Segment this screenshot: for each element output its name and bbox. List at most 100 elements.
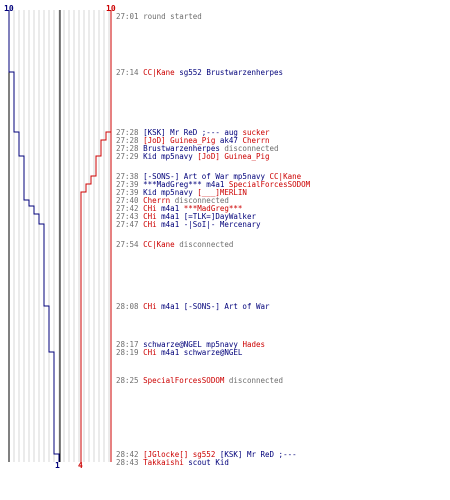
event-text: CHi — [143, 348, 157, 357]
event-time: 27:14 — [116, 68, 144, 77]
event-time: 27:01 — [116, 12, 144, 21]
event-time: 28:43 — [116, 458, 144, 467]
event-text: [JoD] Guinea_Pig — [143, 136, 216, 145]
event-text: schwarze@NGEL — [183, 348, 243, 357]
event-text: SpecialForcesSODOM — [228, 180, 311, 189]
event-row: 27:29 Kid mp5navy [JoD] Guinea_Pig — [116, 153, 270, 161]
event-time: 27:39 — [116, 188, 144, 197]
event-text: CC|Kane — [269, 172, 302, 181]
event-text: m4a1 — [156, 302, 184, 311]
event-row: 27:01 round started — [116, 13, 202, 21]
event-text: ak47 — [215, 136, 243, 145]
event-text: disconnected — [174, 240, 234, 249]
event-row: 27:54 CC|Kane disconnected — [116, 241, 233, 249]
event-row: 27:43 CHi m4a1 [=TLK=]DayWalker — [116, 213, 256, 221]
event-text: CHi — [143, 302, 157, 311]
event-text: m4a1 — [156, 204, 184, 213]
event-row: 27:28 Brustwarzenherpes disconnected — [116, 145, 279, 153]
event-row: 27:28 [JoD] Guinea_Pig ak47 Cherrn — [116, 137, 270, 145]
event-text: [KSK] Mr ReD ;--- — [143, 128, 220, 137]
event-text: Cherrn — [242, 136, 270, 145]
event-time: 27:29 — [116, 152, 144, 161]
event-time: 27:47 — [116, 220, 144, 229]
team-a-start-score: 10 — [106, 4, 116, 13]
event-row: 27:40 Cherrn disconnected — [116, 197, 229, 205]
event-text: m4a1 — [156, 220, 184, 229]
event-text: Brustwarzenherpes — [206, 68, 284, 77]
event-text: aug — [219, 128, 243, 137]
event-text: [JGlocke[] sg552 — [143, 450, 216, 459]
event-time: 27:28 — [116, 128, 144, 137]
team-b-score-line — [8, 10, 60, 462]
event-text: [-SONS-] Art of War — [183, 302, 270, 311]
event-time: 27:28 — [116, 136, 144, 145]
event-row: 28:08 CHi m4a1 [-SONS-] Art of War — [116, 303, 270, 311]
event-text: Kid — [143, 188, 157, 197]
event-row: 28:25 SpecialForcesSODOM disconnected — [116, 377, 283, 385]
event-text: m4a1 — [201, 180, 229, 189]
event-text: SpecialForcesSODOM — [143, 376, 225, 385]
event-text: Hades — [242, 340, 266, 349]
event-time: 28:08 — [116, 302, 144, 311]
event-text: Cherrn — [143, 196, 171, 205]
event-text: mp5navy — [156, 188, 198, 197]
event-time: 27:39 — [116, 180, 144, 189]
event-time: 27:38 — [116, 172, 144, 181]
event-text: schwarze@NGEL — [143, 340, 202, 349]
event-text: scout — [183, 458, 216, 467]
event-text: sg552 — [174, 68, 207, 77]
event-time: 28:42 — [116, 450, 144, 459]
event-time: 27:40 — [116, 196, 144, 205]
team-a-score-line — [80, 10, 112, 462]
graph-grid — [13, 10, 110, 462]
event-text: [-SONS-] Art of War — [143, 172, 229, 181]
event-row: 28:19 CHi m4a1 schwarze@NGEL — [116, 349, 242, 357]
event-time: 28:19 — [116, 348, 144, 357]
event-time: 28:17 — [116, 340, 144, 349]
event-text: CC|Kane — [143, 68, 175, 77]
event-row: 27:42 CHi m4a1 ***MadGreg*** — [116, 205, 242, 213]
event-time: 27:43 — [116, 212, 144, 221]
team-b-start-score: 10 — [4, 4, 14, 13]
event-text: mp5navy — [228, 172, 270, 181]
event-text: -|SoI|- Mercenary — [183, 220, 261, 229]
team-a-end-score: 4 — [78, 461, 83, 470]
event-time: 27:28 — [116, 144, 144, 153]
event-text: Brustwarzenherpes — [143, 144, 220, 153]
event-text: m4a1 — [156, 212, 184, 221]
event-text: [KSK] Mr ReD ;--- — [219, 450, 297, 459]
event-text: CHi — [143, 204, 157, 213]
event-text: Takkaishi — [143, 458, 184, 467]
event-text: mp5navy — [201, 340, 243, 349]
event-time: 28:25 — [116, 376, 144, 385]
event-text: CHi — [143, 212, 157, 221]
team-b-end-score: 1 — [55, 461, 60, 470]
event-text: [JoD] Guinea_Pig — [197, 152, 270, 161]
event-text: round started — [143, 12, 202, 21]
event-text: CC|Kane — [143, 240, 175, 249]
event-text: Kid — [143, 152, 157, 161]
event-text: CHi — [143, 220, 157, 229]
event-text: disconnected — [170, 196, 229, 205]
event-text: ***MadGreg*** — [183, 204, 243, 213]
event-text: mp5navy — [156, 152, 198, 161]
event-row: 28:42 [JGlocke[] sg552 [KSK] Mr ReD ;--- — [116, 451, 297, 459]
event-text: disconnected — [219, 144, 279, 153]
event-text: disconnected — [224, 376, 284, 385]
event-row: 27:39 ***MadGreg*** m4a1 SpecialForcesSO… — [116, 181, 310, 189]
event-row: 27:14 CC|Kane sg552 Brustwarzenherpes — [116, 69, 283, 77]
event-text: Kid — [215, 458, 229, 467]
event-row: 27:47 CHi m4a1 -|SoI|- Mercenary — [116, 221, 261, 229]
team-score-graph — [8, 10, 112, 462]
event-row: 27:38 [-SONS-] Art of War mp5navy CC|Kan… — [116, 173, 301, 181]
event-time: 27:54 — [116, 240, 144, 249]
event-text: ***MadGreg*** — [143, 180, 202, 189]
event-text: [___]MERLIN — [197, 188, 247, 197]
event-text: m4a1 — [156, 348, 184, 357]
event-time: 27:42 — [116, 204, 144, 213]
event-row: 28:43 Takkaishi scout Kid — [116, 459, 229, 467]
event-row: 27:28 [KSK] Mr ReD ;--- aug sucker — [116, 129, 270, 137]
event-row: 28:17 schwarze@NGEL mp5navy Hades — [116, 341, 265, 349]
event-text: [=TLK=]DayWalker — [183, 212, 256, 221]
event-text: sucker — [242, 128, 270, 137]
